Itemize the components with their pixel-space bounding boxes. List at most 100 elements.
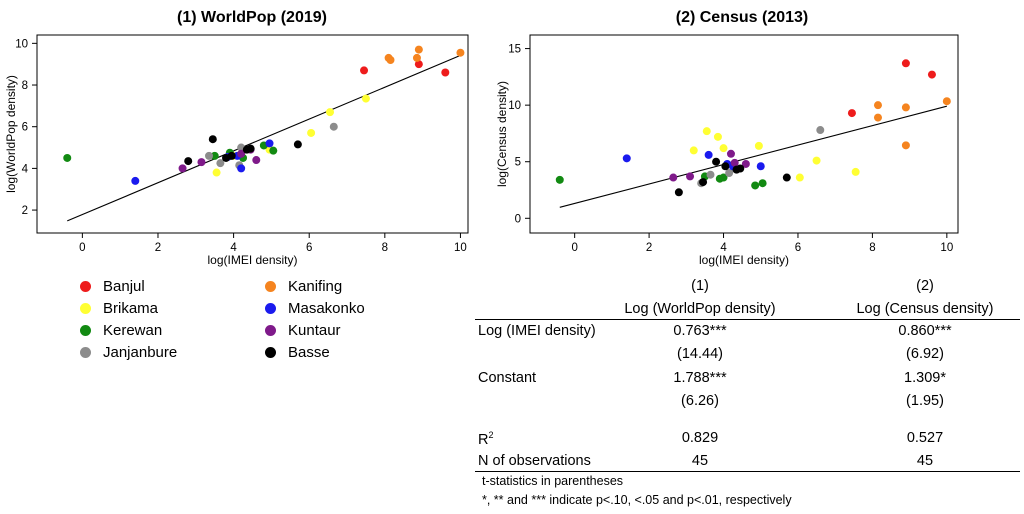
const-tstat-col2: (1.95) <box>906 393 944 409</box>
worldpop-fit-line <box>67 54 461 222</box>
worldpop-point-kanifing <box>412 53 421 62</box>
legend-marker-kuntaur <box>265 324 276 336</box>
col2-number: (2) <box>916 278 934 294</box>
worldpop-xtick-label: 4 <box>230 242 237 254</box>
worldpop-point-kuntaur <box>237 149 246 158</box>
imei-coef-col1: 0.763*** <box>673 323 727 339</box>
worldpop-xtick-label: 10 <box>454 242 467 254</box>
worldpop-point-kuntaur <box>252 156 261 165</box>
census-ytick-label: 5 <box>515 157 521 169</box>
worldpop-point-janjanbure <box>329 122 338 131</box>
legend-item-masakonko: Masakonko <box>265 298 365 318</box>
worldpop-ytick-label: 10 <box>15 38 28 50</box>
census-ytick-label: 0 <box>515 213 521 225</box>
legend-label-banjul: Banjul <box>103 277 145 295</box>
census-y-axis-label: log(Census density) <box>495 81 509 187</box>
census-xtick-label: 0 <box>571 242 577 254</box>
worldpop-ytick-label: 4 <box>22 163 29 175</box>
footer-rule <box>475 471 1020 472</box>
worldpop-point-basse <box>208 135 217 144</box>
census-point-kerewan <box>719 173 728 182</box>
worldpop-ytick-label: 6 <box>22 122 28 134</box>
row-label-imei: Log (IMEI density) <box>478 323 596 339</box>
worldpop-point-kanifing <box>414 45 423 54</box>
worldpop-x-axis-label: log(IMEI density) <box>207 253 297 267</box>
worldpop-ytick-label: 2 <box>22 205 28 217</box>
worldpop-point-masakonko <box>265 139 274 148</box>
worldpop-title: (1) WorldPop (2019) <box>177 9 327 26</box>
worldpop-point-janjanbure <box>216 159 225 168</box>
worldpop-y-axis-label: log(WorldPop density) <box>4 75 18 193</box>
census-point-banjul <box>927 70 936 79</box>
worldpop-point-kanifing <box>386 56 395 65</box>
legend-label-brikama: Brikama <box>103 299 159 317</box>
legend-label-kuntaur: Kuntaur <box>288 321 341 339</box>
census-point-janjanbure <box>816 126 825 135</box>
legend-item-janjanbure: Janjanbure <box>80 342 177 362</box>
census-point-kanifing <box>901 103 910 112</box>
const-coef-col2: 1.309* <box>904 370 946 386</box>
census-fit-line <box>559 105 947 208</box>
census-point-basse <box>782 173 791 182</box>
worldpop-point-banjul <box>414 60 423 69</box>
census-point-kanifing <box>873 113 882 122</box>
legend-item-banjul: Banjul <box>80 276 145 296</box>
census-point-basse <box>721 162 730 171</box>
legend-marker-banjul <box>80 280 91 292</box>
worldpop-ytick-label: 8 <box>22 80 28 92</box>
census-point-brikama <box>851 167 860 176</box>
census-point-masakonko <box>756 162 765 171</box>
census-chart: (2) Census (2013) 0 2 4 6 8 10 0 5 10 15 log(IMEI d… <box>495 9 959 267</box>
r2-col2: 0.527 <box>906 430 944 446</box>
legend-label-kanifing: Kanifing <box>288 277 343 295</box>
census-point-brikama <box>689 146 698 155</box>
census-point-banjul <box>901 59 910 68</box>
worldpop-xtick-label: 2 <box>155 242 161 254</box>
col1-header: Log (WorldPop density) <box>624 301 776 317</box>
census-xtick-label: 2 <box>646 242 652 254</box>
worldpop-xtick-label: 0 <box>79 242 85 254</box>
census-point-kuntaur <box>686 172 695 181</box>
census-ytick-label: 10 <box>508 100 521 112</box>
worldpop-point-masakonko <box>131 176 140 185</box>
legend-marker-brikama <box>80 302 91 314</box>
worldpop-point-brikama <box>307 128 316 137</box>
census-point-brikama <box>719 144 728 153</box>
legend-label-basse: Basse <box>288 343 330 361</box>
legend-label-janjanbure: Janjanbure <box>103 343 178 361</box>
worldpop-point-brikama <box>361 94 370 103</box>
worldpop-point-kanifing <box>456 48 465 57</box>
worldpop-point-banjul <box>441 68 450 77</box>
legend-label-masakonko: Masakonko <box>288 299 365 317</box>
worldpop-chart: (1) WorldPop (2019) 0 2 4 6 8 10 2 4 6 8 10 log(IMEI… <box>4 9 469 267</box>
imei-coef-col2: 0.860*** <box>898 323 952 339</box>
census-point-kuntaur <box>730 158 739 167</box>
worldpop-point-banjul <box>360 66 369 75</box>
legend-marker-kanifing <box>265 280 276 292</box>
r2-label-sup: 2 <box>488 430 494 440</box>
census-plot-frame <box>529 34 959 234</box>
census-xtick-label: 4 <box>720 242 727 254</box>
n-col2: 45 <box>916 453 934 469</box>
census-title: (2) Census (2013) <box>676 9 809 26</box>
col2-header: Log (Census density) <box>856 301 994 317</box>
worldpop-point-basse <box>184 157 193 166</box>
census-point-janjanbure <box>725 169 734 178</box>
legend-marker-janjanbure <box>80 346 91 358</box>
worldpop-point-kerewan <box>210 151 219 160</box>
census-point-kuntaur <box>726 149 735 158</box>
note-tstats: t-statistics in parentheses <box>482 474 624 488</box>
worldpop-point-masakonko <box>237 164 246 173</box>
census-point-kanifing <box>901 141 910 150</box>
worldpop-point-basse <box>293 140 302 149</box>
row-label-n: N of observations <box>478 453 591 469</box>
worldpop-xtick-label: 6 <box>306 242 312 254</box>
census-point-masakonko <box>622 154 631 163</box>
census-point-brikama <box>702 127 711 136</box>
census-point-masakonko <box>704 150 713 159</box>
census-point-brikama <box>754 141 763 150</box>
census-point-basse <box>712 157 721 166</box>
census-point-kerewan <box>555 175 564 184</box>
worldpop-point-kerewan <box>63 153 72 162</box>
